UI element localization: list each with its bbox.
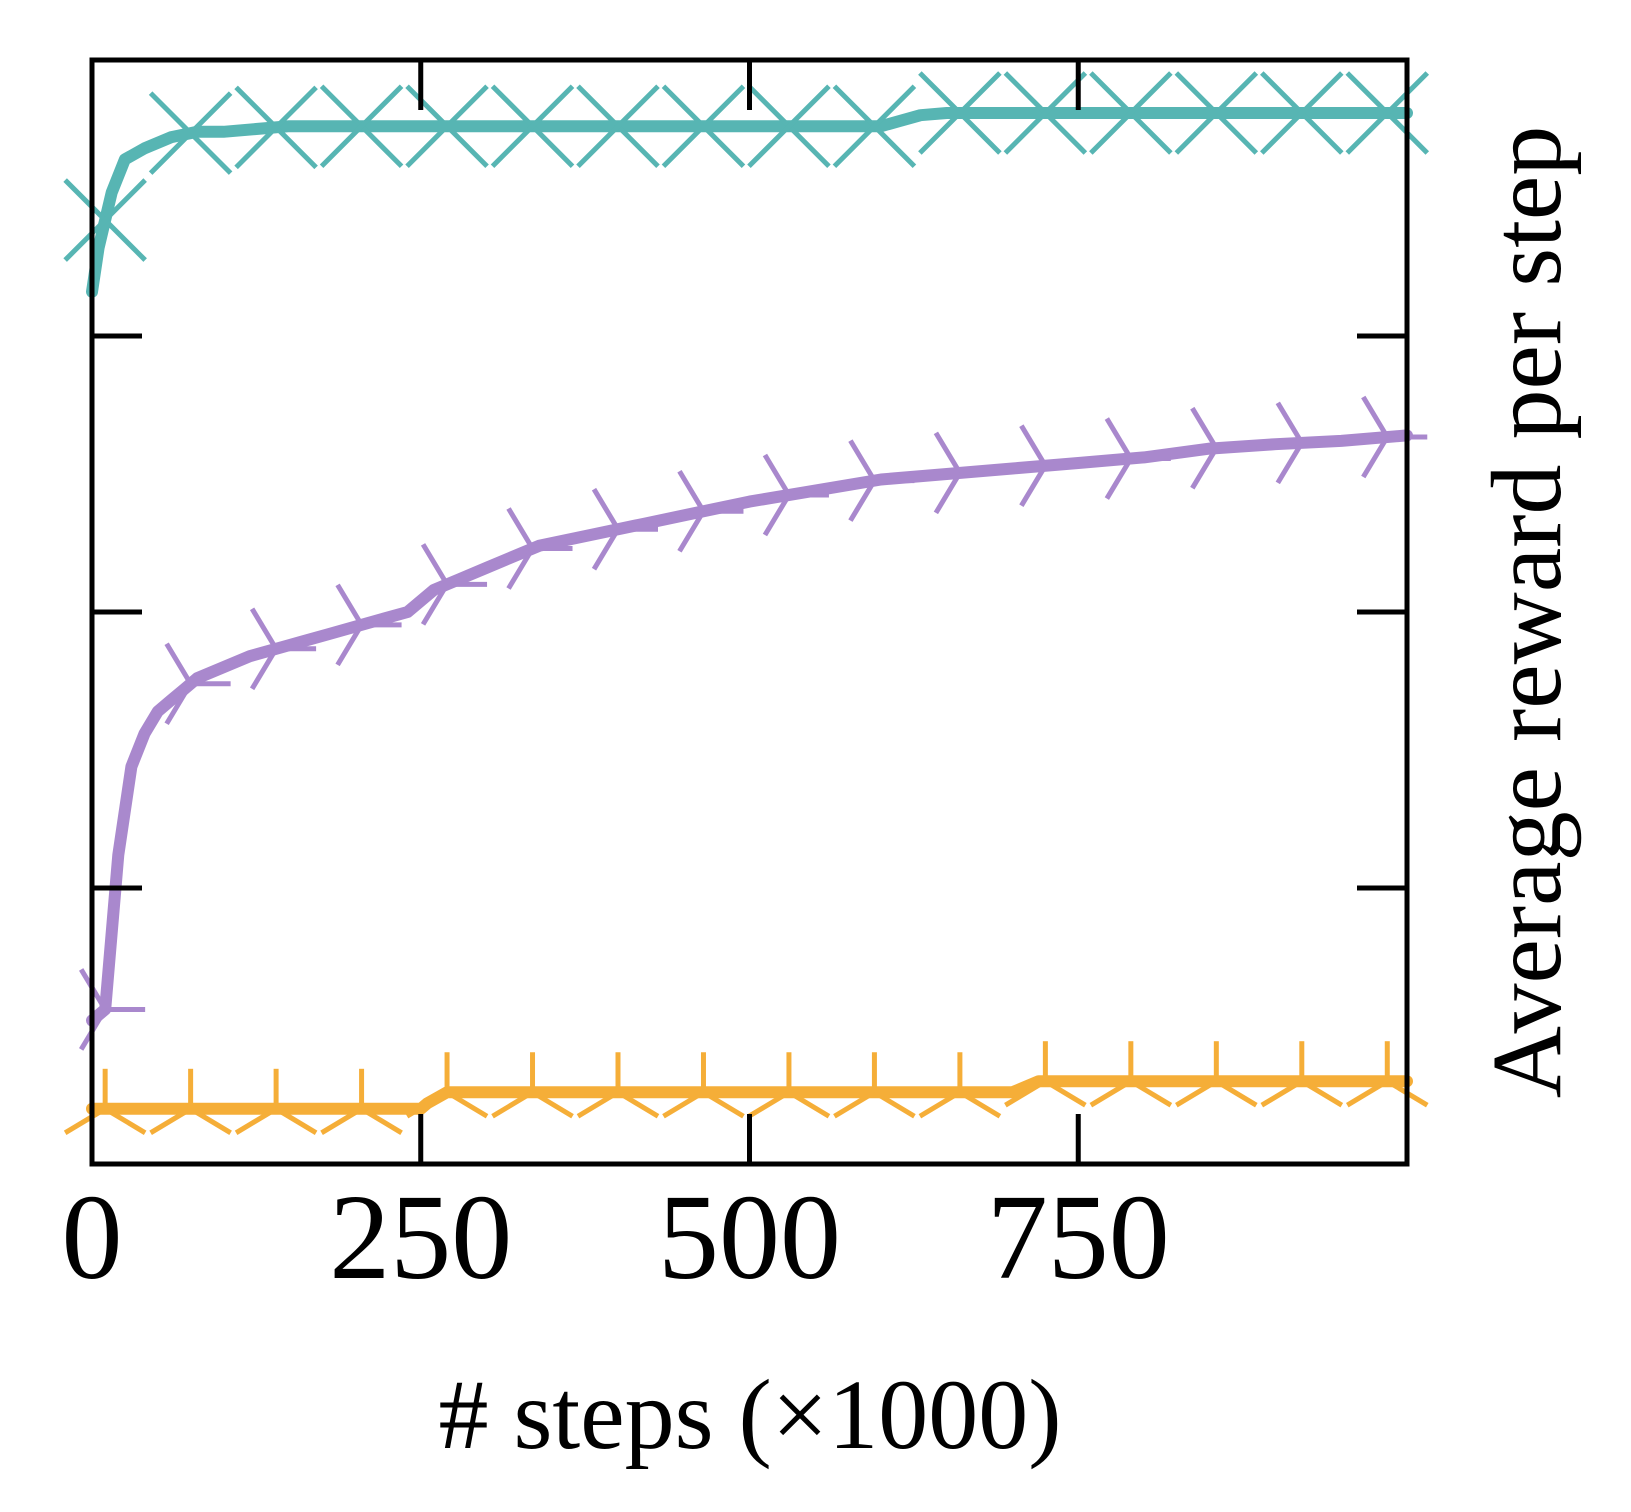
x-tick-label: 750 xyxy=(987,1170,1170,1305)
marker xyxy=(1260,71,1344,155)
marker xyxy=(918,71,1002,155)
marker xyxy=(164,642,231,726)
series-line xyxy=(86,107,1413,298)
series-1 xyxy=(79,395,1428,1051)
ticks-layer xyxy=(92,60,1407,1164)
marker xyxy=(677,469,744,553)
marker xyxy=(1275,401,1342,485)
marker xyxy=(249,607,317,691)
x-axis-label: # steps (×1000) xyxy=(439,1359,1062,1470)
marker xyxy=(405,1052,489,1119)
y-axis-label: Average reward per step xyxy=(1471,126,1582,1099)
marker xyxy=(1260,1041,1344,1108)
x-tick-label: 500 xyxy=(658,1170,841,1305)
marker xyxy=(234,1068,318,1135)
marker xyxy=(319,84,404,169)
marker xyxy=(848,439,915,522)
marker xyxy=(63,178,147,262)
marker xyxy=(490,84,575,169)
marker xyxy=(832,84,917,169)
marker xyxy=(1019,424,1086,508)
series-0 xyxy=(63,71,1430,298)
marker xyxy=(1089,71,1173,155)
marker xyxy=(491,1052,574,1119)
marker xyxy=(1175,1041,1258,1108)
marker xyxy=(1004,1041,1087,1108)
marker xyxy=(148,91,233,175)
marker xyxy=(662,1052,745,1119)
marker xyxy=(149,1068,232,1135)
plot-frame xyxy=(89,57,1410,1167)
marker xyxy=(234,85,318,170)
series-layer xyxy=(63,71,1430,1135)
marker xyxy=(591,487,658,571)
marker xyxy=(1190,406,1257,490)
x-tick-label: 0 xyxy=(62,1170,123,1305)
marker xyxy=(1345,71,1430,155)
marker xyxy=(747,84,831,169)
x-tick-labels: 0 250 500 750 xyxy=(62,1170,1170,1305)
marker xyxy=(576,84,660,169)
marker xyxy=(918,1052,1002,1119)
marker xyxy=(1174,71,1259,155)
marker xyxy=(833,1052,916,1119)
marker xyxy=(933,431,1000,515)
marker xyxy=(1104,417,1171,500)
marker xyxy=(506,507,573,590)
marker xyxy=(63,1068,147,1135)
marker xyxy=(320,1068,403,1135)
x-tick-label: 250 xyxy=(329,1170,512,1305)
marker xyxy=(762,453,829,537)
marker xyxy=(335,583,402,667)
marker xyxy=(1089,1041,1173,1108)
plot-background xyxy=(92,60,1407,1164)
marker xyxy=(747,1052,831,1119)
marker xyxy=(576,1052,660,1119)
marker xyxy=(1003,71,1088,155)
marker xyxy=(661,84,746,169)
series-2 xyxy=(63,1041,1429,1135)
marker xyxy=(420,543,488,626)
